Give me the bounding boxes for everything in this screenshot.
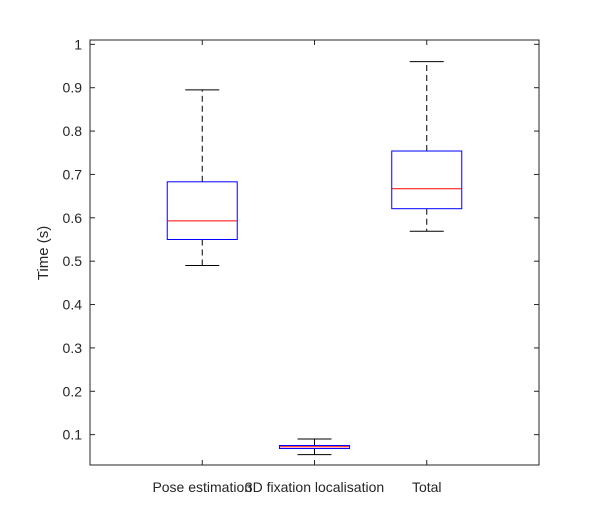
x-tick-label: 3D fixation localisation — [245, 479, 384, 495]
y-tick-label: 0.4 — [63, 297, 83, 313]
y-tick-label: 0.9 — [63, 80, 83, 96]
x-tick-label: Total — [412, 479, 442, 495]
box-group — [279, 438, 350, 456]
boxes-layer — [166, 61, 463, 456]
y-tick-label: 0.6 — [63, 210, 83, 226]
y-tick-label: 0.5 — [63, 253, 83, 269]
plot-area — [89, 39, 540, 466]
box-group — [166, 89, 238, 267]
box-group — [391, 61, 463, 232]
y-tick-label: 0.1 — [63, 427, 83, 443]
y-axis: 0.1 0.2 0.3 0.4 0.5 0.6 0.7 0.8 0.9 1 — [63, 36, 539, 443]
y-tick-label: 0.3 — [63, 340, 83, 356]
box — [166, 181, 238, 240]
y-tick-label: 0.7 — [63, 166, 83, 182]
y-tick-label: 1 — [74, 36, 82, 52]
x-tick-label: Pose estimation — [152, 479, 252, 495]
y-tick-label: 0.2 — [63, 383, 83, 399]
y-tick-label: 0.8 — [63, 123, 83, 139]
box — [391, 150, 463, 210]
y-axis-label: Time (s) — [35, 226, 52, 280]
